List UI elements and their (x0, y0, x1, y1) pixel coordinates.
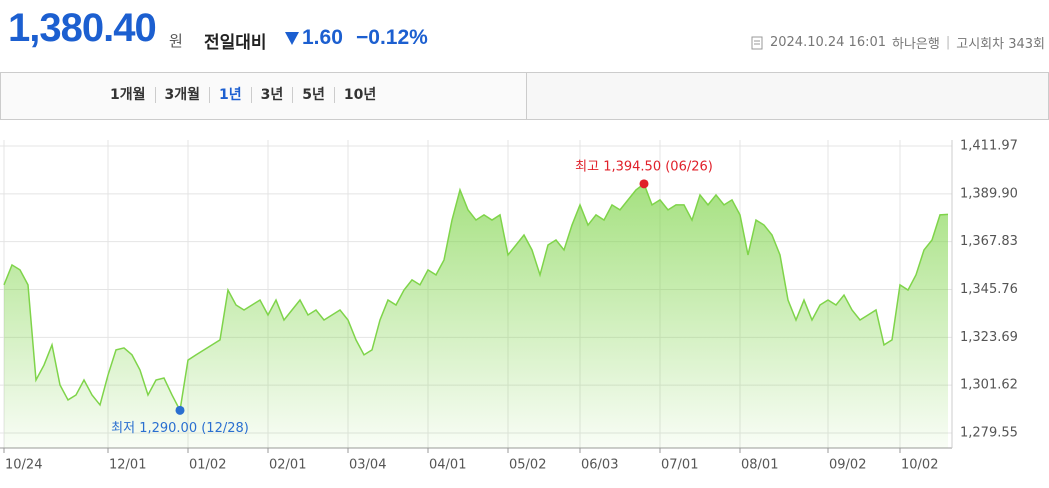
max-label: 최고 1,394.50 (06/26) (575, 159, 713, 174)
x-tick-label: 12/01 (109, 458, 146, 473)
unit: 원 (169, 32, 183, 50)
meta: 2024.10.24 16:01 하나은행 | 고시회차 343회 (750, 33, 1045, 52)
y-tick-label: 1,279.55 (960, 426, 1018, 441)
period-tab[interactable]: 10년 (333, 87, 385, 103)
y-tick-label: 1,323.69 (960, 330, 1018, 345)
tab-bar: 1개월 3개월 1년 3년 5년 10년 (0, 72, 1049, 120)
x-tick-label: 10/24 (5, 458, 42, 473)
area (4, 183, 948, 449)
x-tick-label: 04/01 (429, 458, 466, 473)
price: 1,380.40 (8, 6, 157, 50)
period-tab[interactable]: 5년 (292, 87, 334, 103)
period-tab[interactable]: 3개월 (154, 87, 210, 103)
x-tick-label: 06/03 (581, 458, 618, 473)
tab-row: 1개월 3개월 1년 3년 5년 10년 (101, 87, 385, 103)
down-arrow (285, 32, 299, 45)
x-tick-label: 09/02 (829, 458, 866, 473)
line (3, 182, 949, 413)
period-tab[interactable]: 1년 (209, 87, 251, 103)
y-tick-label: 1,367.83 (960, 234, 1018, 249)
datetime: 2024.10.24 16:01 (769, 35, 887, 50)
x-tick-label: 05/02 (509, 458, 546, 473)
max-point (639, 179, 649, 189)
x-tick-label: 02/01 (269, 458, 306, 473)
x-tick-label: 03/04 (349, 458, 386, 473)
x-tick-label: 08/01 (741, 458, 778, 473)
y-tick-label: 1,411.97 (960, 139, 1018, 154)
period-tab[interactable]: 3년 (250, 87, 293, 103)
change-label: 전일대비 (204, 33, 267, 53)
bank: 하나은행 (892, 37, 940, 52)
change: 1.60 (302, 26, 343, 49)
min-point (175, 405, 185, 415)
period-tab[interactable]: 1개월 (110, 87, 146, 103)
y-tick-label: 1,389.90 (960, 186, 1018, 201)
y-tick-label: 1,345.76 (960, 282, 1018, 297)
x-tick-label: 07/01 (661, 458, 698, 473)
header: 1,380.40 원 전일대비 1.60 −0.12% 2024.10.24 1… (0, 0, 1049, 60)
round: 고시회차 343회 (956, 37, 1045, 52)
print-icon[interactable] (750, 36, 764, 50)
x-tick-label: 10/02 (901, 458, 938, 473)
change-rate: −0.12% (356, 26, 428, 49)
min-label: 최저 1,290.00 (12/28) (111, 421, 249, 436)
chart: 10/24 12/01 01/02 02/01 03/04 04/01 05/02 06/03… (0, 139, 1018, 473)
y-tick-label: 1,301.62 (960, 378, 1018, 393)
x-tick-label: 01/02 (189, 458, 226, 473)
